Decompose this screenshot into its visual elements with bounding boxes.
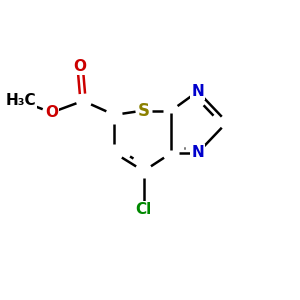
Text: O: O (74, 59, 87, 74)
Text: N: N (191, 84, 204, 99)
Text: O: O (45, 105, 58, 120)
Text: N: N (191, 146, 204, 160)
Text: H₃C: H₃C (5, 93, 36, 108)
Text: Cl: Cl (136, 202, 152, 217)
Text: S: S (138, 101, 150, 119)
